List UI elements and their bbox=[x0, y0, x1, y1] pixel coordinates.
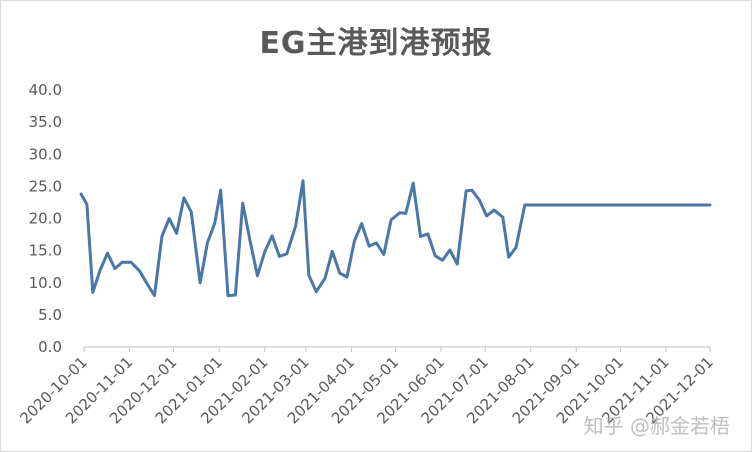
y-tick-label: 40.0 bbox=[29, 81, 62, 99]
y-tick-label: 5.0 bbox=[38, 306, 62, 324]
chart-title: EG主港到港预报 bbox=[259, 26, 493, 61]
y-tick-label: 25.0 bbox=[29, 177, 62, 195]
y-tick-label: 15.0 bbox=[29, 242, 62, 260]
y-tick-label: 10.0 bbox=[29, 274, 62, 292]
series-line bbox=[79, 179, 712, 298]
watermark: 知乎 @郝金若梧 bbox=[583, 414, 730, 438]
y-tick-label: 0.0 bbox=[38, 338, 62, 356]
y-tick-label: 20.0 bbox=[29, 210, 62, 228]
y-tick-label: 30.0 bbox=[29, 145, 62, 163]
y-tick-label: 35.0 bbox=[29, 113, 62, 131]
